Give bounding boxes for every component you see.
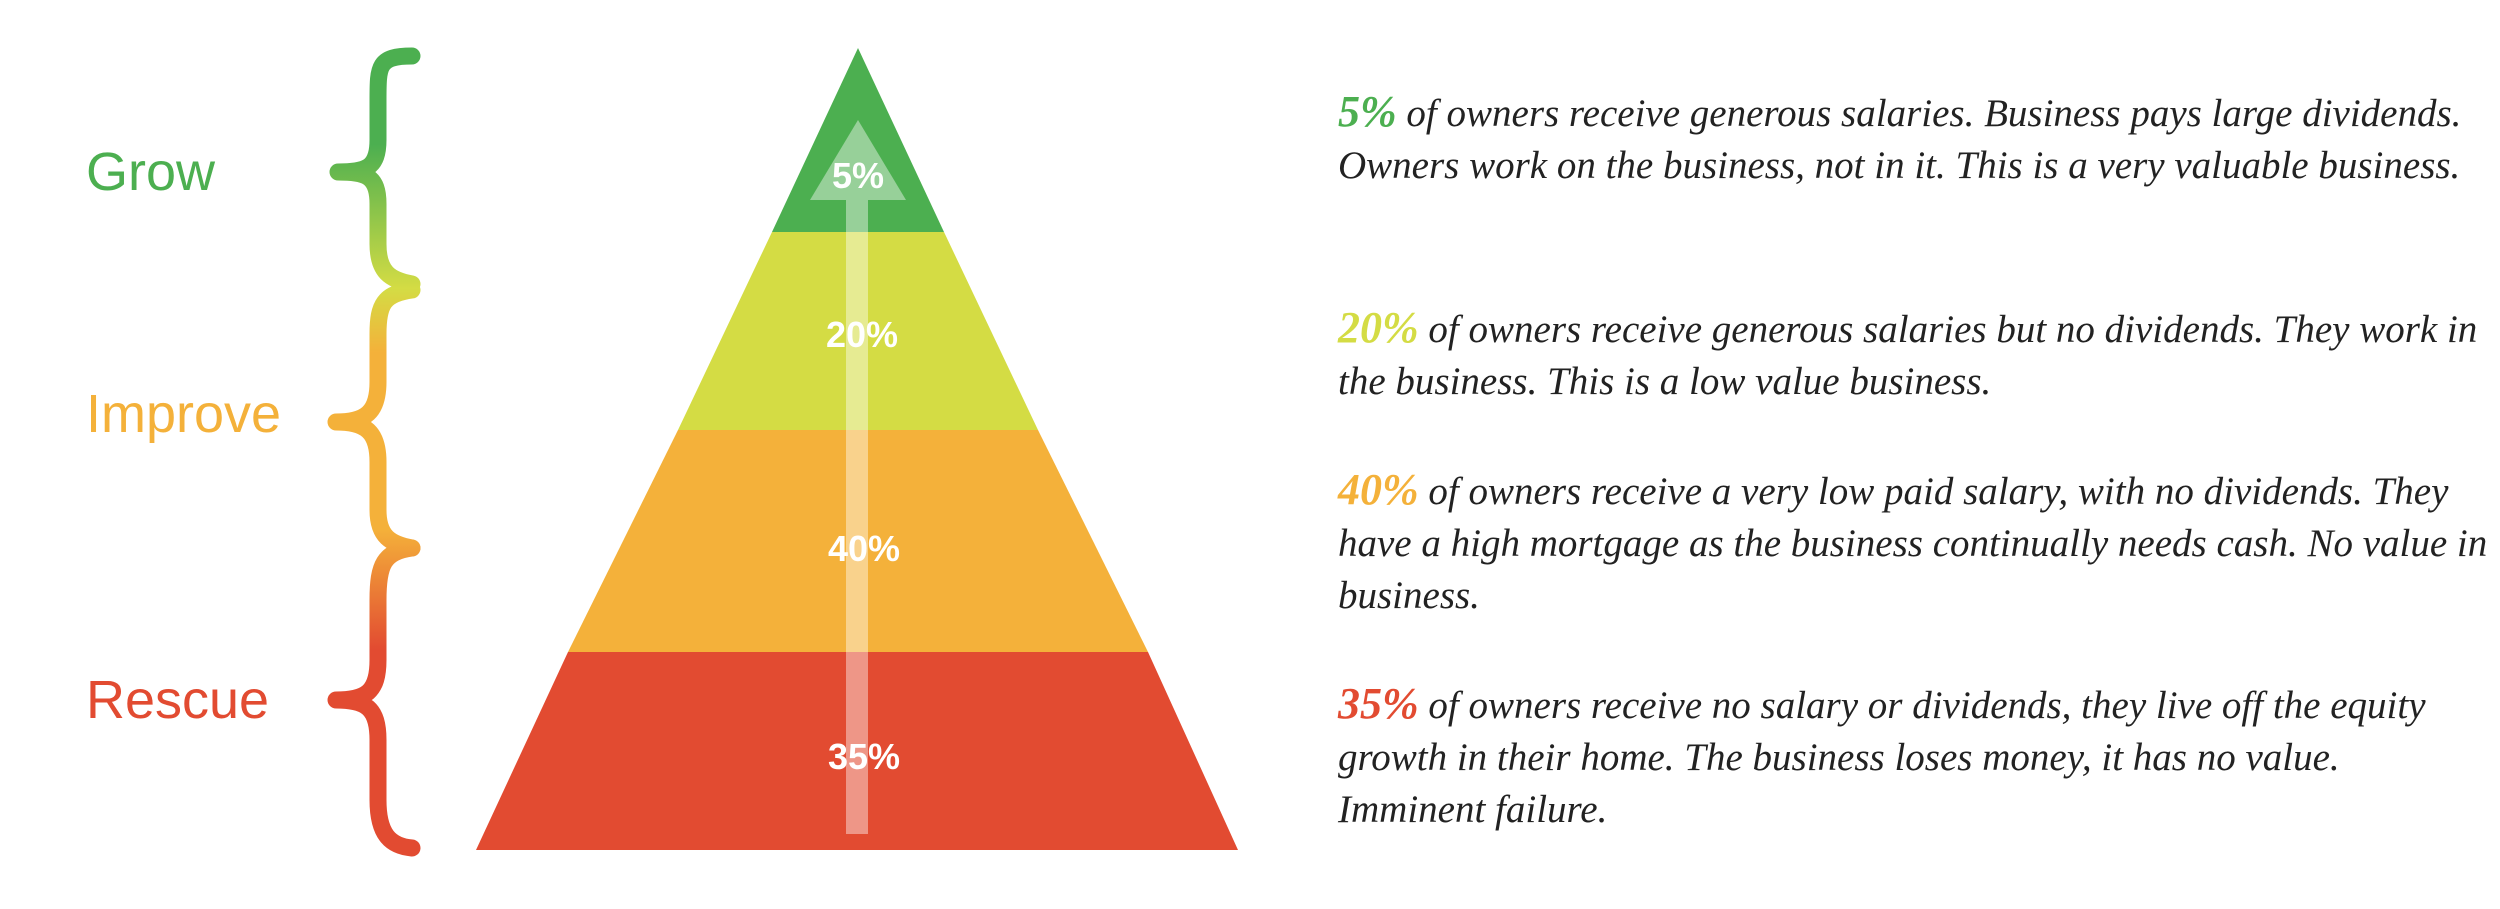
- brace-rescue-icon: [327, 539, 421, 857]
- pyramid-tier-5: [772, 48, 944, 232]
- description-40-percent: 40% of owners receive a very low paid sa…: [1338, 464, 2488, 622]
- description-5-percent: 5% of owners receive generous salaries. …: [1338, 86, 2488, 192]
- description-text: of owners receive a very low paid salary…: [1338, 470, 2488, 617]
- pyramid-tier-35: [476, 652, 1238, 850]
- description-percent: 5%: [1338, 87, 1397, 136]
- tier-label-5: 5%: [832, 155, 884, 196]
- description-text: of owners receive no salary or dividends…: [1338, 684, 2426, 831]
- description-text: of owners receive generous salaries but …: [1338, 308, 2478, 403]
- description-percent: 35%: [1338, 679, 1419, 728]
- description-percent: 40%: [1338, 465, 1419, 514]
- brace-grow-icon: [329, 47, 421, 293]
- tier-label-40: 40%: [828, 528, 900, 569]
- description-35-percent: 35% of owners receive no salary or divid…: [1338, 678, 2488, 836]
- stage-label-improve: Improve: [86, 384, 281, 444]
- description-percent: 20%: [1338, 303, 1419, 352]
- tier-label-35: 35%: [828, 736, 900, 777]
- pyramid-tier-20: [678, 232, 1038, 430]
- brace-improve-icon: [327, 281, 421, 557]
- tier-label-20: 20%: [826, 314, 898, 355]
- stage-label-rescue: Rescue: [86, 670, 269, 730]
- up-arrow-icon: [810, 120, 906, 834]
- description-text: of owners receive generous salaries. Bus…: [1338, 92, 2462, 187]
- description-20-percent: 20% of owners receive generous salaries …: [1338, 302, 2488, 408]
- stage-label-grow: Grow: [86, 142, 216, 202]
- pyramid-tier-40: [568, 430, 1148, 652]
